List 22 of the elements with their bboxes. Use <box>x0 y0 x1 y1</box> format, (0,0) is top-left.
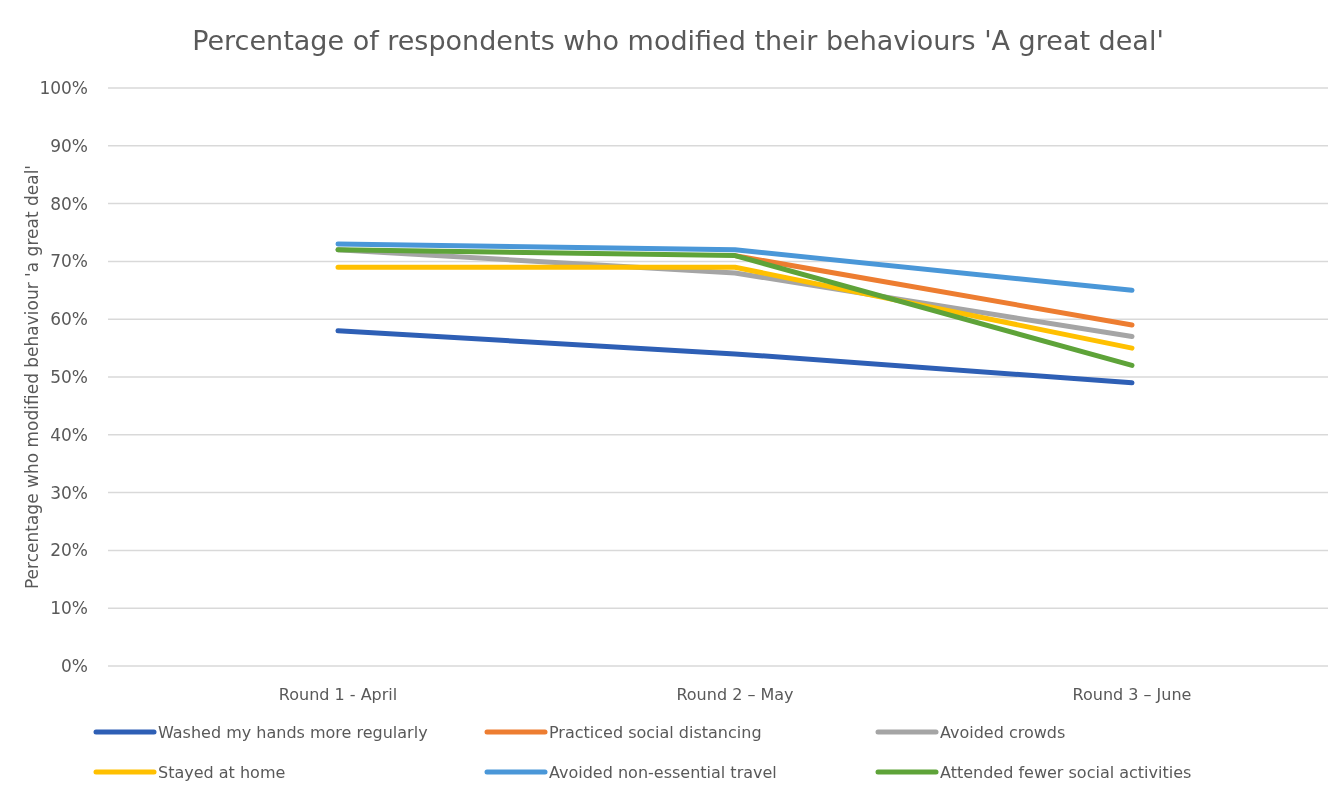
y-tick-label: 0% <box>61 655 88 676</box>
y-tick-label: 40% <box>50 424 88 445</box>
y-tick-label: 90% <box>50 135 88 156</box>
legend-label: Washed my hands more regularly <box>158 722 428 742</box>
x-tick-label: Round 2 – May <box>676 685 794 704</box>
x-tick-label: Round 1 - April <box>278 685 398 704</box>
legend-label: Attended fewer social activities <box>940 762 1192 782</box>
y-tick-label: 80% <box>50 193 88 214</box>
y-tick-label: 20% <box>50 540 88 561</box>
legend-label: Stayed at home <box>158 762 286 782</box>
y-tick-label: 30% <box>50 482 88 503</box>
y-tick-label: 60% <box>50 309 88 330</box>
legend-label: Practiced social distancing <box>549 722 762 742</box>
x-tick-label: Round 3 – June <box>1072 685 1192 704</box>
y-tick-label: 100% <box>39 77 88 98</box>
legend-label: Avoided crowds <box>940 722 1066 742</box>
legend-label: Avoided non-essential travel <box>549 762 777 782</box>
y-axis-title: Percentage who modified behaviour 'a great deal' <box>22 164 42 590</box>
y-tick-label: 70% <box>50 251 88 272</box>
y-tick-label: 10% <box>50 598 88 619</box>
chart-title: Percentage of respondents who modified their behaviours 'A great deal' <box>192 25 1164 56</box>
y-tick-label: 50% <box>50 366 88 387</box>
